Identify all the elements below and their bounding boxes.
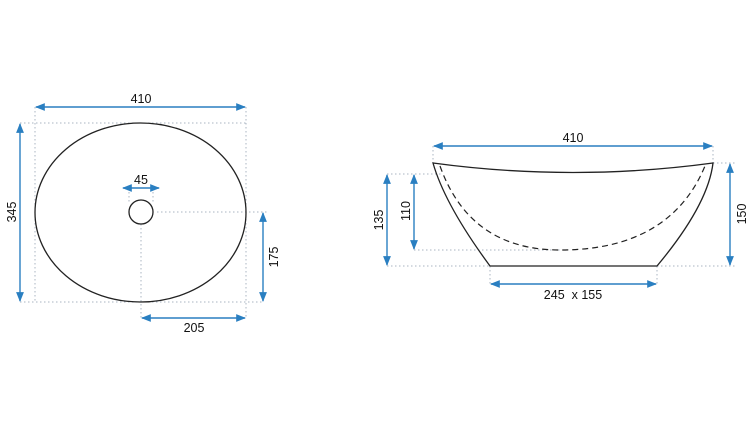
- drain-offset-y-label: 175: [267, 247, 281, 268]
- total-height-label: 150: [735, 204, 749, 225]
- extension-lines: [387, 146, 735, 284]
- drain-hole: [128, 199, 154, 225]
- depth-label: 345: [5, 202, 19, 223]
- drain-offset-x-label: 205: [184, 321, 205, 335]
- outer-height-label: 135: [372, 210, 386, 231]
- top-view: 410 345 45 175 205: [5, 92, 281, 335]
- basin-outline-side: [432, 162, 714, 267]
- drain-label: 45: [134, 173, 148, 187]
- extension-lines: [20, 107, 268, 318]
- basin-inner-profile: [439, 165, 706, 251]
- width-label: 410: [131, 92, 152, 106]
- side-width-label: 410: [563, 131, 584, 145]
- inner-depth-label: 110: [399, 201, 413, 221]
- base-label: 245 x 155: [544, 288, 602, 302]
- side-view: 410 135 110 150 245 x 155: [372, 131, 749, 302]
- basin-outline-top: [34, 122, 247, 303]
